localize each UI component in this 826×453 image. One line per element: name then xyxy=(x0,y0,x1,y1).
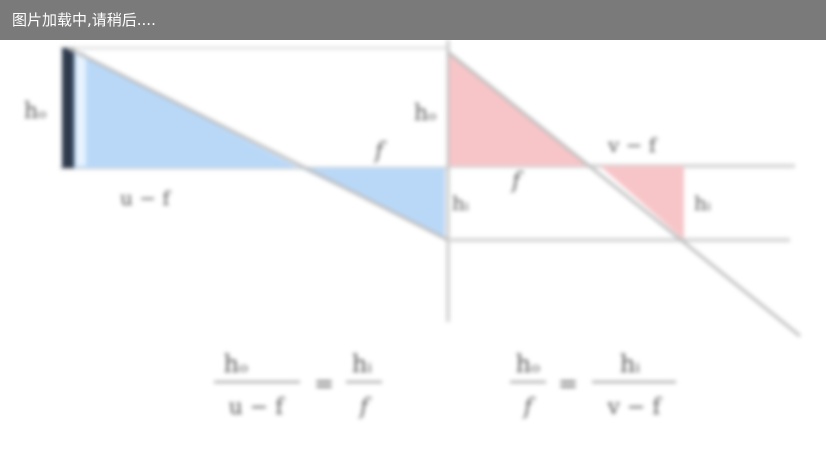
label-h-right-top: hₒ xyxy=(414,101,437,126)
left-eq-num1: hₒ xyxy=(224,350,249,378)
left-equation: hₒ u − f = hᵢ f xyxy=(214,350,382,420)
label-h-left-top: hₒ xyxy=(24,99,47,124)
object-bar-highlight xyxy=(76,52,86,166)
right-ray xyxy=(447,50,801,338)
label-f-left: f xyxy=(373,139,387,164)
label-h-right-bottom: hᵢ xyxy=(694,191,711,215)
label-u-minus-f: u − f xyxy=(120,186,171,210)
label-v-minus-f: v − f xyxy=(607,133,658,157)
right-lower-triangle xyxy=(600,166,684,240)
label-f-right: f xyxy=(510,169,524,194)
left-eq-den2: f xyxy=(358,395,372,420)
left-eq-op: = xyxy=(314,370,334,398)
right-eq-num1: hₒ xyxy=(516,350,541,378)
left-eq-den1: u − f xyxy=(229,395,286,420)
loading-banner: 图片加载中,请稍后.... xyxy=(0,0,826,40)
right-equation: hₒ f = hᵢ v − f xyxy=(510,350,676,420)
right-eq-den2: v − f xyxy=(607,395,663,420)
left-eq-num2: hᵢ xyxy=(352,350,372,378)
object-bar xyxy=(62,48,74,168)
right-eq-num2: hᵢ xyxy=(620,350,640,378)
right-eq-op: = xyxy=(558,370,578,398)
label-h-left-bottom: hᵢ xyxy=(452,191,469,215)
left-ray xyxy=(67,46,449,242)
right-eq-den1: f xyxy=(522,395,536,420)
